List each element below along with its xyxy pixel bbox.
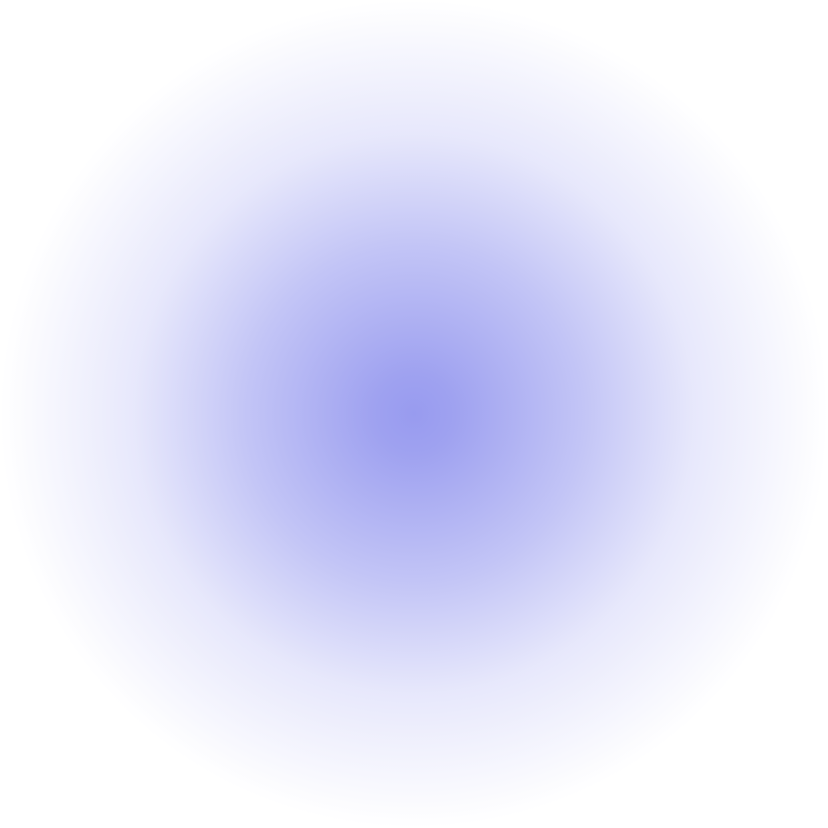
radial-glow-background: [0, 0, 828, 828]
